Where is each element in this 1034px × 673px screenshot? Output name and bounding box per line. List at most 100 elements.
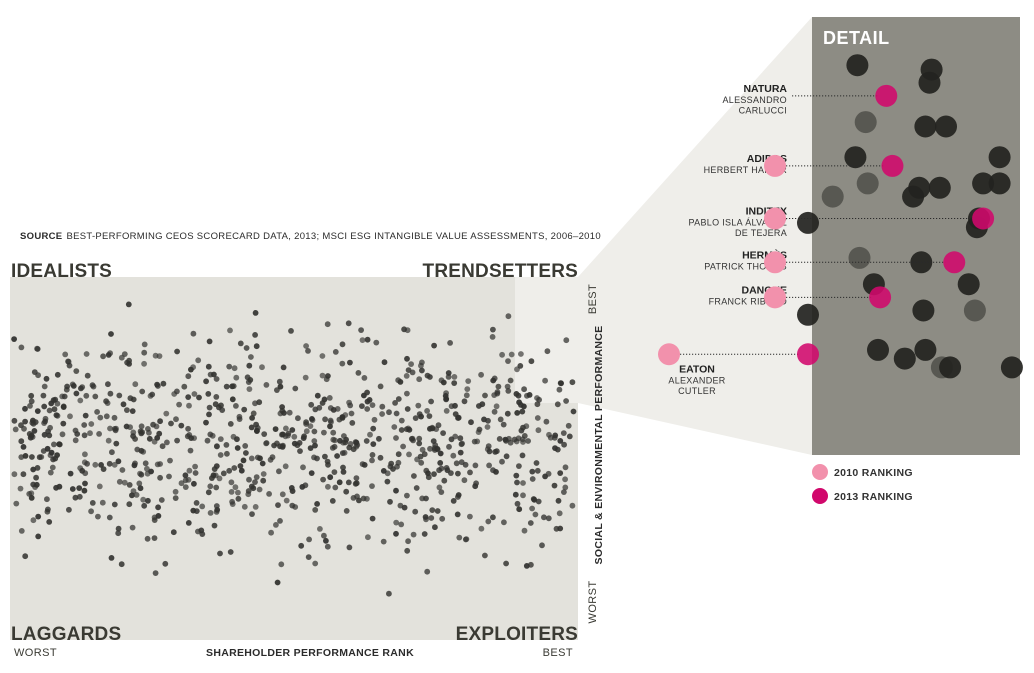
scatter-point [139, 388, 146, 395]
scatter-point [64, 383, 70, 390]
scatter-point [22, 453, 29, 459]
scatter-point [408, 361, 414, 367]
scatter-point [418, 459, 425, 466]
scatter-point [66, 506, 72, 513]
scatter-point [441, 477, 448, 484]
scatter-point [33, 474, 39, 481]
scatter-point [364, 336, 371, 343]
scatter-point [451, 374, 458, 380]
scatter-point [205, 363, 212, 370]
scatter-point [386, 409, 392, 416]
scatter-point [428, 398, 434, 405]
scatter-point [54, 452, 60, 458]
scatter-point [11, 417, 18, 424]
scatter-point [312, 507, 319, 513]
scatter-point [126, 501, 133, 508]
scatter-point [138, 423, 145, 430]
scatter-point [560, 430, 567, 436]
scatter-point [184, 433, 191, 440]
detail-point [914, 338, 937, 361]
scatter-point [461, 477, 468, 484]
scatter-point [350, 446, 357, 453]
scatter-point [525, 438, 531, 444]
scatter-point [156, 430, 163, 437]
ceo-label-inditex: DE TEJERA [735, 228, 787, 238]
detail-point [797, 211, 819, 234]
scatter-point [227, 421, 234, 427]
scatter-point [508, 351, 515, 358]
scatter-point [353, 475, 360, 481]
scatter-point [479, 401, 486, 408]
scatter-point [236, 416, 243, 422]
scatter-point [312, 560, 319, 567]
scatter-point [157, 418, 164, 425]
scatter-point [345, 479, 352, 486]
y-axis-title: SOCIAL & ENVIRONMENTAL PERFORMANCE [593, 326, 605, 565]
scatter-point [77, 397, 84, 404]
scatter-point [346, 544, 353, 551]
scatter-point [539, 542, 545, 549]
scatter-point [156, 353, 163, 359]
scatter-point [366, 397, 373, 403]
scatter-point [18, 528, 25, 534]
scatter-point [319, 353, 326, 359]
scatter-point [424, 372, 431, 379]
scatter-point [412, 415, 419, 421]
scatter-point [95, 513, 101, 520]
scatter-point [144, 535, 151, 542]
scatter-point [59, 393, 66, 400]
scatter-point [174, 437, 181, 444]
scatter-point [185, 425, 192, 432]
scatter-point [111, 461, 118, 468]
scatter-point [529, 505, 535, 512]
scatter-point [424, 568, 431, 575]
scatter-point [163, 410, 170, 417]
scatter-point [67, 413, 73, 420]
scatter-point [482, 392, 488, 399]
scatter-point [204, 437, 211, 444]
scatter-point [387, 463, 394, 470]
scatter-point [365, 534, 371, 541]
scatter-point [233, 374, 240, 381]
scatter-point [186, 402, 192, 409]
scatter-point [384, 470, 391, 477]
scatter-point [520, 424, 526, 431]
scatter-point [34, 408, 41, 414]
scatter-point [142, 460, 149, 467]
scatter-point [238, 467, 245, 474]
scatter-point [212, 472, 219, 479]
scatter-point [330, 429, 337, 436]
scatter-point [256, 486, 263, 493]
scatter-point [92, 393, 99, 400]
scatter-point [106, 460, 113, 467]
scatter-point [278, 561, 285, 568]
scatter-point [424, 408, 430, 414]
scatter-point [303, 343, 309, 349]
scatter-point [213, 463, 220, 469]
scatter-point [306, 536, 312, 543]
scatter-point [516, 506, 523, 513]
scatter-point [178, 422, 185, 429]
scatter-point [379, 411, 385, 417]
scatter-point [371, 416, 378, 423]
scatter-point [81, 487, 88, 494]
legend-label-2013: 2013 RANKING [834, 491, 913, 503]
scatter-point [160, 380, 167, 387]
scatter-point [455, 470, 461, 477]
scatter-point [20, 444, 27, 450]
scatter-point [452, 433, 459, 440]
scatter-point [248, 424, 255, 431]
scatter-point [104, 400, 111, 406]
scatter-point [529, 476, 536, 482]
scatter-point [426, 413, 433, 419]
scatter-point [321, 429, 327, 436]
scatter-point [343, 436, 349, 443]
detail-point [988, 172, 1011, 195]
scatter-point [418, 413, 424, 420]
scatter-point [416, 376, 423, 383]
scatter-point [501, 519, 507, 526]
scatter-point [558, 380, 564, 387]
scatter-point [457, 449, 464, 456]
scatter-point [203, 419, 209, 426]
scatter-point [404, 492, 410, 499]
